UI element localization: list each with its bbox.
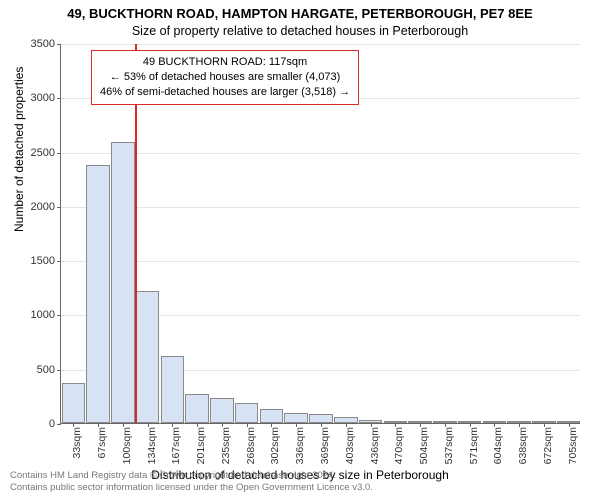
annotation-box: 49 BUCKTHORN ROAD: 117sqm ← 53% of detac… bbox=[91, 50, 359, 105]
xtick-label: 571sqm bbox=[468, 427, 480, 464]
chart-title-line1: 49, BUCKTHORN ROAD, HAMPTON HARGATE, PET… bbox=[0, 6, 600, 21]
footer-line1: Contains HM Land Registry data © Crown c… bbox=[10, 470, 590, 482]
xtick-label: 638sqm bbox=[517, 427, 529, 464]
xtick-label: 436sqm bbox=[369, 427, 381, 464]
chart-container: 49, BUCKTHORN ROAD, HAMPTON HARGATE, PET… bbox=[0, 0, 600, 500]
xtick-label: 672sqm bbox=[542, 427, 554, 464]
xtick-label: 470sqm bbox=[393, 427, 405, 464]
xtick-label: 537sqm bbox=[443, 427, 455, 464]
xtick-label: 235sqm bbox=[220, 427, 232, 464]
ytick-label: 3000 bbox=[31, 92, 61, 104]
ytick-label: 1500 bbox=[31, 255, 61, 267]
xtick-label: 302sqm bbox=[269, 427, 281, 464]
annotation-line3: 46% of semi-detached houses are larger (… bbox=[100, 85, 350, 100]
histogram-bar bbox=[260, 409, 284, 423]
histogram-bar bbox=[235, 403, 259, 423]
xtick-label: 134sqm bbox=[146, 427, 158, 464]
annotation-line1: 49 BUCKTHORN ROAD: 117sqm bbox=[100, 55, 350, 70]
xtick-label: 33sqm bbox=[71, 427, 83, 459]
footer-line2: Contains public sector information licen… bbox=[10, 482, 590, 494]
xtick-label: 403sqm bbox=[344, 427, 356, 464]
xtick-label: 100sqm bbox=[121, 427, 133, 464]
histogram-bar bbox=[111, 142, 135, 423]
ytick-label: 500 bbox=[37, 364, 61, 376]
xtick-label: 336sqm bbox=[294, 427, 306, 464]
xtick-label: 705sqm bbox=[567, 427, 579, 464]
ytick-label: 1000 bbox=[31, 309, 61, 321]
xtick-label: 201sqm bbox=[195, 427, 207, 464]
chart-title-line2: Size of property relative to detached ho… bbox=[0, 24, 600, 38]
ytick-label: 2500 bbox=[31, 147, 61, 159]
xtick-label: 369sqm bbox=[319, 427, 331, 464]
plot-area: 0500100015002000250030003500 33sqm67sqm1… bbox=[60, 44, 580, 424]
histogram-bar bbox=[86, 165, 110, 423]
xtick-label: 167sqm bbox=[170, 427, 182, 464]
histogram-bar bbox=[185, 394, 209, 423]
histogram-bar bbox=[309, 414, 333, 423]
annotation-line2: ← 53% of detached houses are smaller (4,… bbox=[100, 70, 350, 85]
xtick-label: 604sqm bbox=[492, 427, 504, 464]
y-axis-label: Number of detached properties bbox=[12, 67, 26, 232]
histogram-bar bbox=[161, 356, 185, 423]
histogram-bar bbox=[284, 413, 308, 423]
histogram-bar bbox=[62, 383, 86, 423]
footer-attribution: Contains HM Land Registry data © Crown c… bbox=[10, 470, 590, 494]
xtick-label: 504sqm bbox=[418, 427, 430, 464]
plot-inner: 0500100015002000250030003500 33sqm67sqm1… bbox=[60, 44, 580, 424]
ytick-label: 0 bbox=[49, 418, 61, 430]
xtick-label: 67sqm bbox=[96, 427, 108, 459]
histogram-bar bbox=[210, 398, 234, 423]
ytick-label: 3500 bbox=[31, 38, 61, 50]
ytick-label: 2000 bbox=[31, 201, 61, 213]
histogram-bar bbox=[136, 291, 160, 423]
xtick-label: 268sqm bbox=[245, 427, 257, 464]
